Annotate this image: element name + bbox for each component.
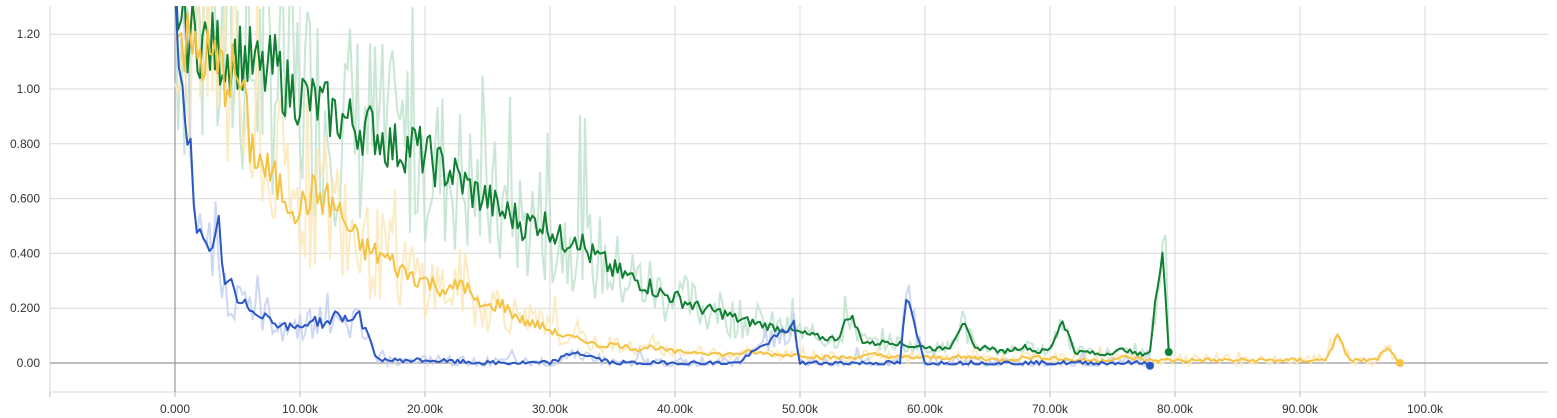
series-line-0 [175,6,1170,357]
raw-series-line-0 [174,6,1170,361]
series-end-marker-1[interactable] [1396,359,1404,367]
y-tick-label: 1.20 [17,27,41,41]
smoothed-series-layer [174,6,1401,366]
y-tick-label: 0.600 [10,192,40,206]
x-tick-label: 70.00k [1032,402,1069,416]
x-tick-label: 60.00k [907,402,944,416]
y-tick-label: 0.800 [10,137,40,151]
y-tick-label: 0.200 [10,301,40,315]
series-line-1 [174,12,1401,366]
y-tick-label: 0.400 [10,246,40,260]
x-tick-labels: 0.000 10.00k 20.00k 30.00k 40.00k 50.00k 60.00… [160,402,1444,416]
x-tick-label: 10.00k [282,402,319,416]
series-end-marker-0[interactable] [1164,348,1173,357]
end-markers [1146,348,1404,370]
y-tick-label: 1.00 [17,82,41,96]
x-tick-label: 50.00k [782,402,819,416]
series-line-2 [174,6,1150,366]
x-tick-label: 100.0k [1407,402,1444,416]
x-tick-label: 40.00k [657,402,694,416]
y-tick-label: 0.00 [17,356,41,370]
raw-series-line-2 [182,6,1151,369]
x-tick-label: 0.000 [160,402,190,416]
grid [49,6,1548,397]
x-tick-label: 80.00k [1157,402,1194,416]
y-tick-labels: 0.00 0.200 0.400 0.600 0.800 1.00 1.20 [10,27,40,370]
x-tick-label: 90.00k [1282,402,1319,416]
series-end-marker-2[interactable] [1146,361,1154,370]
x-tick-label: 20.00k [407,402,444,416]
x-tick-label: 30.00k [532,402,569,416]
